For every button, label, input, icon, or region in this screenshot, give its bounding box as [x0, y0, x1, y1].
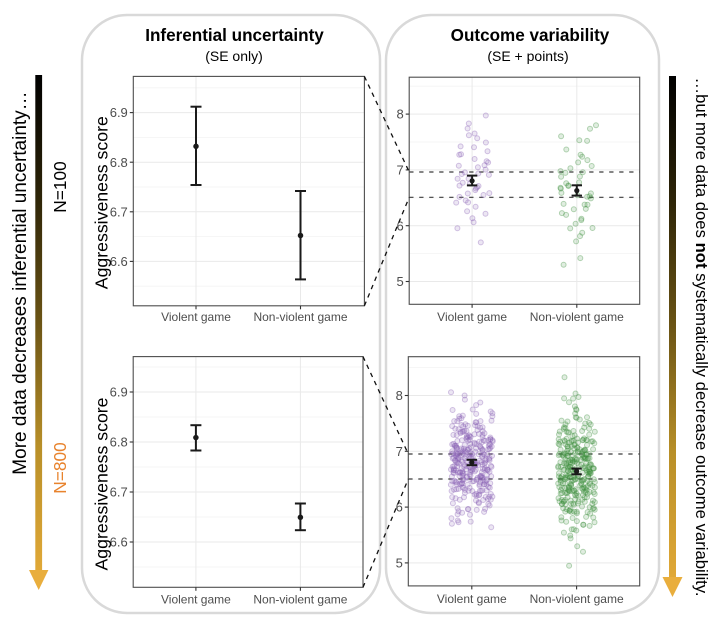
svg-text:8: 8 — [396, 107, 403, 122]
svg-text:Non-violent game: Non-violent game — [253, 310, 347, 324]
svg-text:6.6: 6.6 — [110, 535, 128, 550]
svg-text:Violent game: Violent game — [161, 593, 231, 607]
svg-text:5: 5 — [396, 556, 403, 571]
svg-text:8: 8 — [396, 388, 403, 403]
svg-text:6.9: 6.9 — [110, 385, 128, 400]
svg-text:…but more data does not system: …but more data does not systematically d… — [692, 77, 711, 596]
svg-text:6.7: 6.7 — [110, 485, 128, 500]
svg-text:(SE + points): (SE + points) — [487, 48, 568, 64]
svg-text:Outcome variability: Outcome variability — [451, 26, 610, 45]
svg-text:7: 7 — [396, 444, 403, 459]
svg-text:6.9: 6.9 — [110, 105, 128, 120]
svg-text:Aggressiveness score: Aggressiveness score — [92, 397, 112, 570]
svg-text:Violent game: Violent game — [161, 310, 231, 324]
svg-text:6.6: 6.6 — [110, 254, 128, 269]
svg-text:More data decreases inferentia: More data decreases inferential uncertai… — [10, 91, 31, 474]
svg-text:5: 5 — [396, 274, 403, 289]
svg-text:N=800: N=800 — [50, 442, 70, 493]
svg-text:6: 6 — [396, 218, 403, 233]
svg-text:6: 6 — [396, 500, 403, 515]
svg-text:N=100: N=100 — [50, 161, 70, 212]
svg-text:(SE only): (SE only) — [205, 48, 263, 64]
svg-text:Violent game: Violent game — [437, 592, 507, 606]
svg-text:6.8: 6.8 — [110, 155, 128, 170]
svg-text:Non-violent game: Non-violent game — [253, 593, 347, 607]
svg-text:6.7: 6.7 — [110, 204, 128, 219]
svg-text:Non-violent game: Non-violent game — [530, 310, 624, 324]
svg-text:Aggressiveness score: Aggressiveness score — [92, 116, 112, 289]
svg-text:Violent game: Violent game — [437, 310, 507, 324]
svg-text:6.8: 6.8 — [110, 435, 128, 450]
svg-text:Non-violent game: Non-violent game — [530, 592, 624, 606]
svg-text:7: 7 — [396, 163, 403, 178]
svg-text:Inferential uncertainty: Inferential uncertainty — [145, 26, 324, 45]
